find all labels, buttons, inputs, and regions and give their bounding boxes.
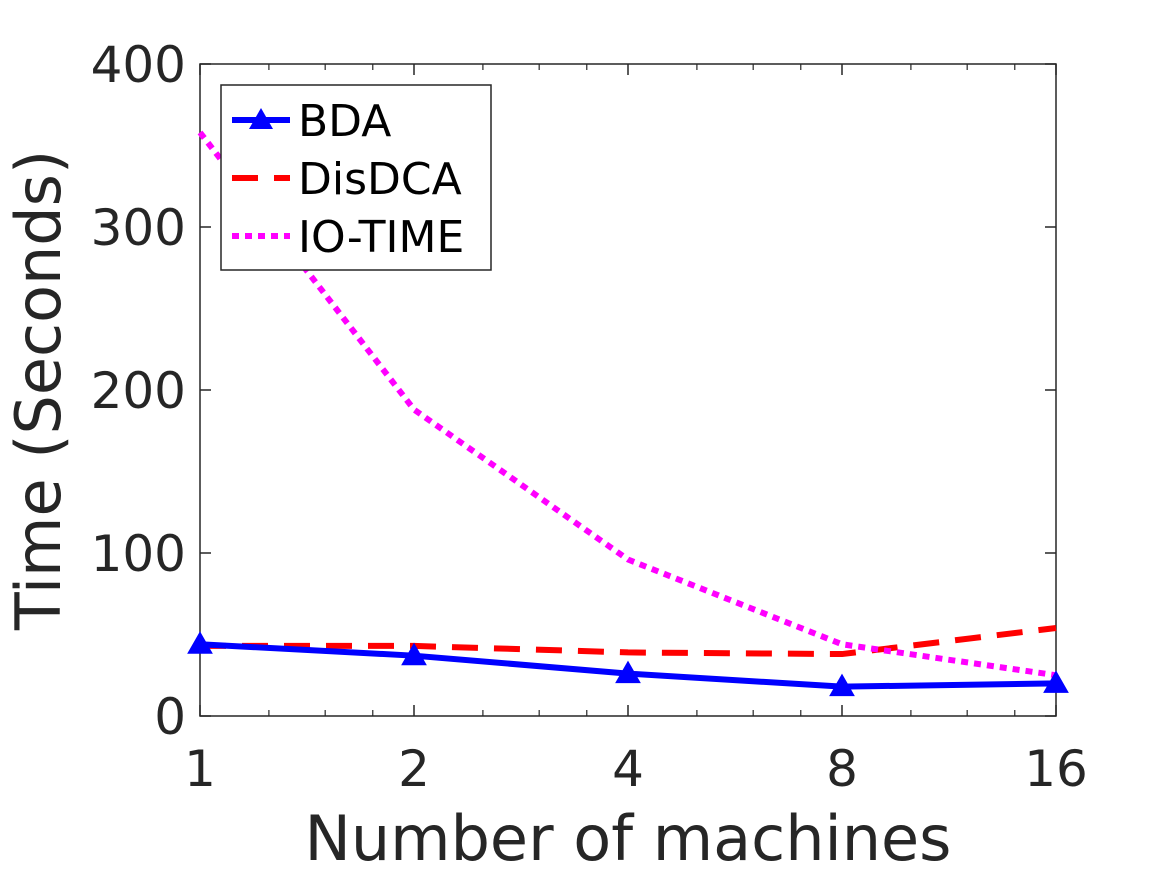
x-tick-label: 1 bbox=[184, 740, 216, 798]
y-axis-title: Time (Seconds) bbox=[2, 150, 75, 631]
legend-box bbox=[220, 84, 492, 271]
series-line-disdca bbox=[200, 625, 1057, 658]
x-tick-label: 8 bbox=[826, 740, 858, 798]
legend-label-disdca: DisDCA bbox=[298, 154, 462, 205]
x-tick-label: 2 bbox=[398, 740, 430, 798]
legend-label-io-time: IO-TIME bbox=[298, 212, 464, 263]
series-disdca bbox=[200, 625, 1057, 658]
series-line-io-time bbox=[197, 130, 1057, 679]
x-tick-labels: 1 2 4 8 16 bbox=[184, 740, 1088, 798]
major-ticks bbox=[199, 63, 1057, 717]
y-tick-label: 300 bbox=[91, 199, 186, 257]
x-tick-label: 4 bbox=[612, 740, 644, 798]
legend-marker-bda bbox=[249, 108, 273, 129]
data-point-bda bbox=[187, 631, 213, 654]
data-point-bda bbox=[829, 673, 855, 697]
series-io-time bbox=[197, 130, 1057, 679]
x-tick-label: 16 bbox=[1024, 740, 1088, 798]
minor-ticks bbox=[268, 64, 1016, 716]
data-point-bda bbox=[401, 642, 427, 666]
y-tick-labels: 0 100 200 300 400 bbox=[91, 36, 186, 746]
series-bda bbox=[187, 631, 1069, 697]
y-tick-label: 0 bbox=[154, 688, 186, 746]
y-tick-label: 200 bbox=[91, 362, 186, 420]
data-point-bda bbox=[1043, 670, 1069, 693]
y-tick-label: 100 bbox=[91, 525, 186, 583]
series-layer bbox=[187, 130, 1069, 697]
y-tick-label: 400 bbox=[91, 36, 186, 94]
legend: BDA DisDCA IO-TIME bbox=[220, 84, 492, 271]
legend-label-bda: BDA bbox=[298, 96, 391, 147]
data-point-bda bbox=[615, 660, 641, 684]
x-axis-title: Number of machines bbox=[305, 802, 952, 875]
